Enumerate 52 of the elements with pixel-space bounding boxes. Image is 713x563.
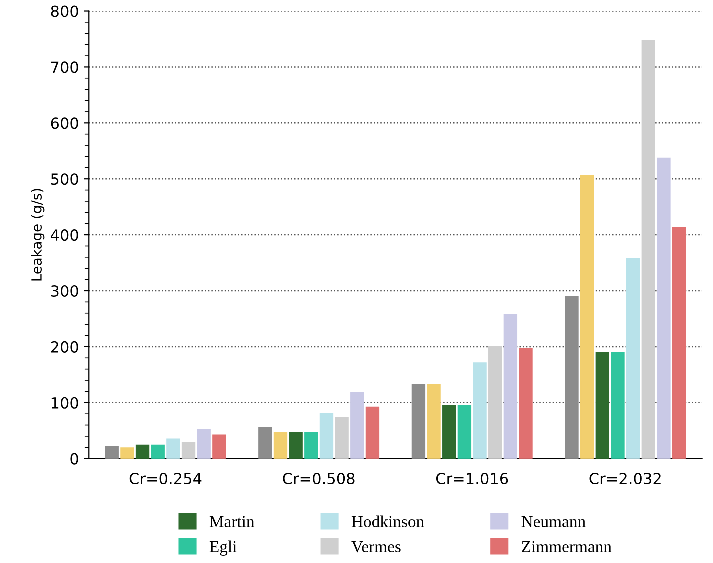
bar xyxy=(258,426,272,459)
bar xyxy=(672,227,686,459)
bar xyxy=(504,314,518,459)
bar xyxy=(626,258,640,459)
bar xyxy=(611,352,625,459)
y-tick-label: 300 xyxy=(51,285,78,298)
legend-label: Vermes xyxy=(352,541,401,553)
y-tick-label: 500 xyxy=(51,174,78,186)
bar xyxy=(335,417,349,459)
bar xyxy=(488,346,502,459)
bar xyxy=(657,158,671,459)
bar xyxy=(182,442,196,459)
x-tick-label: Cr=2.032 xyxy=(590,473,661,485)
legend-label: Hodkinson xyxy=(352,516,424,528)
x-tick-label: Cr=0.254 xyxy=(130,473,202,485)
y-tick-label: 800 xyxy=(51,6,78,18)
bar xyxy=(580,175,594,459)
bar xyxy=(304,432,318,459)
bar xyxy=(412,384,426,459)
bar xyxy=(197,429,211,459)
y-tick-label: 100 xyxy=(52,397,78,409)
x-tick-label: Cr=1.016 xyxy=(436,473,508,485)
bar xyxy=(320,414,334,459)
bar xyxy=(458,405,472,459)
bar xyxy=(166,438,180,459)
y-tick-label: 700 xyxy=(51,62,78,74)
bar xyxy=(212,434,226,459)
bar xyxy=(120,448,134,459)
y-tick-label: 0 xyxy=(70,453,78,465)
bar xyxy=(427,384,441,459)
y-tick-label: 400 xyxy=(50,230,78,242)
bar xyxy=(366,406,380,459)
bar xyxy=(519,348,533,459)
bar xyxy=(565,296,579,459)
legend-label: Egli xyxy=(210,540,237,556)
bar xyxy=(136,444,150,459)
y-tick-label: 600 xyxy=(51,118,78,130)
bar xyxy=(105,446,119,459)
bar xyxy=(442,405,456,459)
bar xyxy=(274,432,288,459)
bar xyxy=(596,352,610,459)
legend-label: Zimmermann xyxy=(522,541,612,553)
bar xyxy=(473,362,487,459)
bar xyxy=(350,392,364,459)
legend-label: Neumann xyxy=(522,516,586,528)
legend-label: Martin xyxy=(210,516,255,528)
bar xyxy=(642,40,656,459)
y-tick-label: 200 xyxy=(51,341,78,353)
y-axis-title: Leakage (g/s) xyxy=(31,189,45,281)
bar xyxy=(289,432,303,459)
bar xyxy=(151,444,165,459)
x-tick-label: Cr=0.508 xyxy=(283,473,355,485)
